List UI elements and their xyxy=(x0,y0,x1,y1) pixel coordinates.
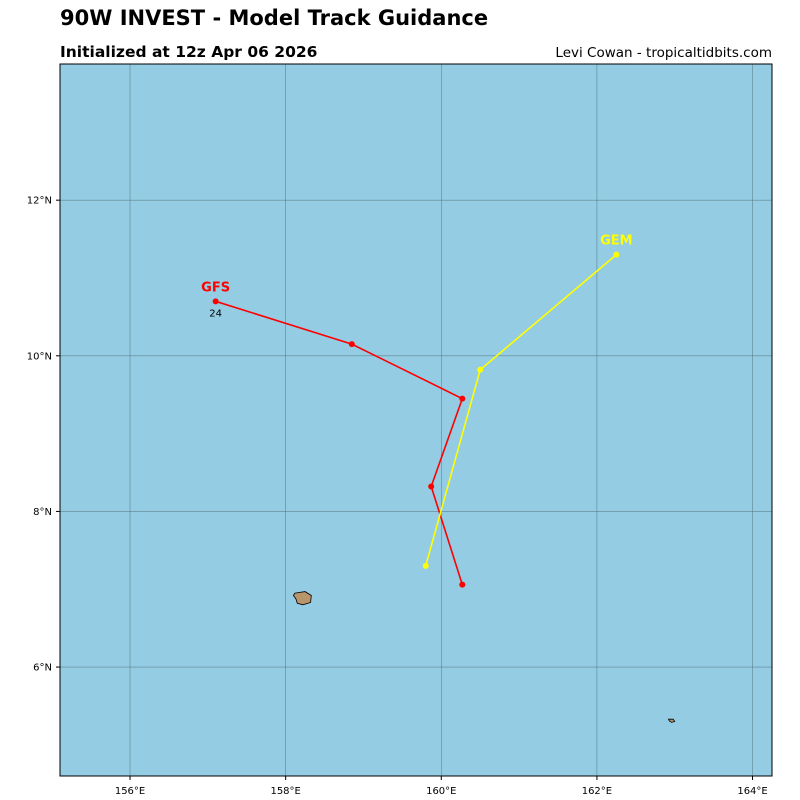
gem-track-point xyxy=(422,562,429,569)
axis-labels: 156°E 158°E 160°E 162°E 164°E 6°N 8°N 10°N 12°N xyxy=(27,196,768,797)
gfs-track-point xyxy=(348,341,355,348)
land-layer xyxy=(292,591,676,723)
island-kosrae xyxy=(667,718,676,723)
init-time-subtitle: Initialized at 12z Apr 06 2026 xyxy=(60,43,318,61)
chart-title: 90W INVEST - Model Track Guidance xyxy=(60,6,489,30)
lon-tick-label: 160°E xyxy=(426,786,456,797)
lat-tick-label: 10°N xyxy=(27,351,52,362)
gem-model-label: GEM xyxy=(600,234,633,249)
gfs-track-point xyxy=(212,298,219,305)
island-pohnpei xyxy=(292,591,312,606)
track-layer xyxy=(212,251,620,588)
lon-tick-label: 158°E xyxy=(270,786,300,797)
author-credit: Levi Cowan - tropicaltidbits.com xyxy=(555,45,772,61)
gfs-model-label: GFS xyxy=(201,280,230,295)
lon-tick-label: 162°E xyxy=(582,786,612,797)
lat-tick-label: 6°N xyxy=(33,663,52,674)
gfs-track-point xyxy=(428,483,435,490)
gfs-hour-label: 24 xyxy=(209,308,222,319)
lon-tick-label: 156°E xyxy=(115,786,145,797)
gem-track-point xyxy=(477,366,484,373)
lat-tick-label: 12°N xyxy=(27,196,52,207)
track-labels: GFS 24 GEM xyxy=(201,234,632,320)
gridlines xyxy=(60,64,772,776)
ocean-background xyxy=(60,64,772,776)
gem-track-point xyxy=(613,251,620,258)
lon-tick-label: 164°E xyxy=(737,786,767,797)
gfs-track-point xyxy=(459,581,466,588)
gfs-track-point xyxy=(459,395,466,402)
map-frame xyxy=(59,63,773,777)
lat-tick-label: 8°N xyxy=(33,507,52,518)
